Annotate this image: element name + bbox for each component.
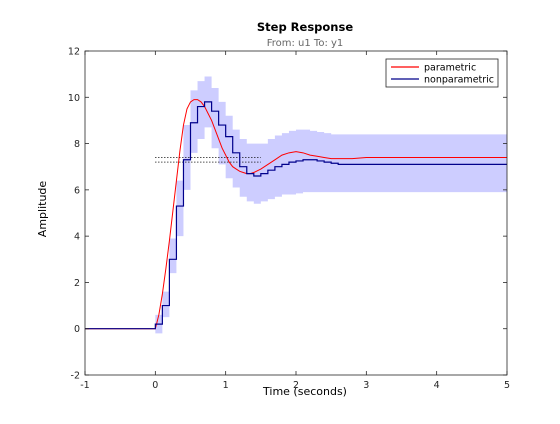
- x-tick-label: 0: [152, 380, 158, 391]
- legend-box: [385, 58, 499, 88]
- y-axis-label: Amplitude: [36, 181, 49, 238]
- x-axis-label: Time (seconds): [262, 385, 347, 398]
- confidence-band: [155, 76, 508, 334]
- y-tick-label: 6: [74, 185, 80, 196]
- chart-subtitle: From: u1 To: y1: [267, 38, 344, 49]
- x-tick-label: -1: [80, 380, 89, 391]
- y-tick-label: 8: [74, 139, 80, 150]
- plot-background: [85, 51, 507, 375]
- y-tick-label: 4: [74, 232, 80, 243]
- chart-title: Step Response: [257, 20, 353, 34]
- legend-label-nonparametric: nonparametric: [424, 75, 494, 86]
- x-tick-label: 1: [223, 380, 229, 391]
- y-tick-label: 2: [74, 278, 80, 289]
- x-tick-label: 3: [363, 380, 369, 391]
- legend-label-parametric: parametric: [424, 63, 476, 74]
- y-tick-label: 10: [68, 93, 80, 104]
- x-tick-label: 2: [293, 380, 299, 391]
- y-tick-label: -2: [71, 371, 80, 382]
- x-tick-label: 5: [504, 380, 510, 391]
- x-tick-label: 4: [434, 380, 440, 391]
- y-tick-label: 12: [68, 47, 80, 58]
- nonparametric-line: [85, 101, 507, 330]
- y-tick-label: 0: [74, 324, 80, 335]
